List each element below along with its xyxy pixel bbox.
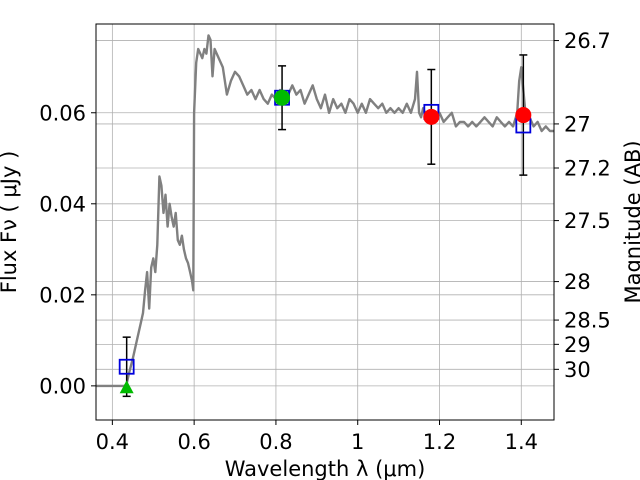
x-tick-label: 0.4 (96, 430, 129, 454)
x-axis-label: Wavelength λ (μm) (225, 457, 426, 480)
x-tick-label: 0.8 (259, 430, 292, 454)
model-spectrum-line (96, 34, 554, 388)
mag-tick-label: 26.7 (564, 29, 611, 53)
y-tick-label: 0.06 (39, 101, 86, 125)
model-photometry-square (118, 358, 135, 375)
y-tick-label: 0.04 (39, 192, 86, 216)
axis-ticks: 0.4 0.6 0.8 1 1.2 1.4 0.00 0.02 0.04 0.06 26.7 27 27… (39, 29, 611, 454)
mag-tick-label: 28.5 (564, 309, 611, 333)
mag-tick-label: 28 (564, 270, 591, 294)
mag-tick-label: 29 (564, 333, 591, 357)
y-axis-label: Flux Fν ( μJy ) (0, 151, 21, 294)
y-tick-label: 0.02 (39, 283, 86, 307)
x-tick-label: 1.4 (505, 430, 538, 454)
mag-tick-label: 27.2 (564, 156, 611, 180)
plot-area (96, 34, 554, 398)
x-tick-label: 1.2 (423, 430, 456, 454)
plot-frame (95, 23, 555, 421)
mag-tick-label: 30 (564, 358, 591, 382)
x-tick-label: 0.6 (177, 430, 210, 454)
mag-tick-label: 27 (564, 112, 591, 136)
mag-tick-label: 27.5 (564, 209, 611, 233)
observed-point-circle (274, 89, 291, 106)
x-tick-label: 1 (351, 430, 364, 454)
observed-point-circle (423, 108, 440, 125)
right-axis-label: Magnitude (AB) (621, 140, 640, 303)
y-tick-label: 0.00 (39, 374, 86, 398)
observed-point-triangle (119, 380, 134, 394)
observed-point-circle (515, 107, 532, 124)
